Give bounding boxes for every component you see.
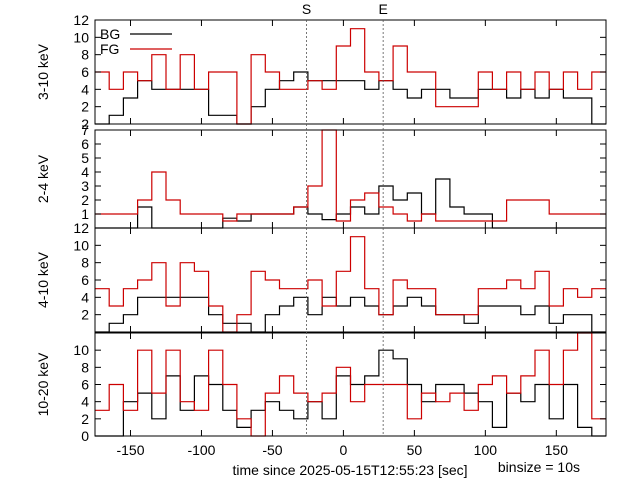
y-tick-label: 8 bbox=[81, 47, 89, 63]
legend-entry-fg: FG bbox=[100, 41, 119, 57]
x-tick-label: -50 bbox=[262, 442, 282, 458]
legend-entry-bg: BG bbox=[100, 26, 120, 42]
y-tick-label: 6 bbox=[81, 136, 89, 152]
series-fg-line-panel-0 bbox=[95, 28, 606, 125]
y-tick-label: 1 bbox=[81, 206, 89, 222]
x-tick-label: -150 bbox=[116, 442, 144, 458]
y-tick-label: 6 bbox=[81, 377, 89, 393]
marker-label-s: S bbox=[302, 1, 311, 17]
y-tick-label: 8 bbox=[81, 359, 89, 375]
y-tick-label: 2 bbox=[81, 307, 89, 323]
y-tick-label: 4 bbox=[81, 81, 89, 97]
y-tick-label: 2 bbox=[81, 99, 89, 115]
series-fg-line-panel-3 bbox=[95, 332, 606, 437]
y-tick-label: 7 bbox=[81, 122, 89, 138]
series-bg-line-panel-0 bbox=[95, 71, 606, 125]
y-tick-label: 6 bbox=[81, 64, 89, 80]
y-tick-label: 4 bbox=[81, 164, 89, 180]
x-axis-ticks: -150 -100 -50 0 50 100 150 bbox=[116, 442, 568, 458]
y-axis-label-panel-0: 3-10 keV bbox=[35, 43, 51, 100]
x-tick-label: 0 bbox=[340, 442, 348, 458]
y-tick-label: 4 bbox=[81, 394, 89, 410]
binsize-label: binsize = 10s bbox=[498, 459, 580, 475]
y-tick-label: 0 bbox=[81, 428, 89, 444]
x-tick-label: 100 bbox=[474, 442, 498, 458]
y-tick-label: 2 bbox=[81, 116, 89, 132]
x-tick-label: 150 bbox=[545, 442, 569, 458]
y-tick-label: 3 bbox=[81, 178, 89, 194]
y-axis-label-panel-3: 10-20 keV bbox=[35, 352, 51, 416]
series-fg-line-panel-2 bbox=[95, 236, 606, 333]
x-tick-label: -100 bbox=[187, 442, 215, 458]
y-tick-label: 6 bbox=[81, 272, 89, 288]
y-tick-label: 10 bbox=[73, 342, 89, 358]
x-tick-label: 50 bbox=[407, 442, 423, 458]
series-bg-line-panel-2 bbox=[95, 296, 606, 333]
y-tick-label: 2 bbox=[81, 411, 89, 427]
y-tick-label: 12 bbox=[73, 12, 89, 28]
y-tick-label: 10 bbox=[73, 29, 89, 45]
marker-label-e: E bbox=[378, 1, 387, 17]
y-tick-label: 12 bbox=[73, 220, 89, 236]
y-tick-label: 5 bbox=[81, 150, 89, 166]
y-axis-label-panel-1: 2-4 keV bbox=[35, 154, 51, 203]
x-axis-label: time since 2025-05-15T12:55:23 [sec] bbox=[232, 462, 467, 478]
y-tick-label: 2 bbox=[81, 192, 89, 208]
series-fg-line-panel-1 bbox=[95, 129, 606, 222]
y-tick-label: 10 bbox=[73, 237, 89, 253]
y-tick-label: 4 bbox=[81, 289, 89, 305]
y-tick-label: 8 bbox=[81, 255, 89, 271]
y-axis-label-panel-2: 4-10 keV bbox=[35, 251, 51, 308]
